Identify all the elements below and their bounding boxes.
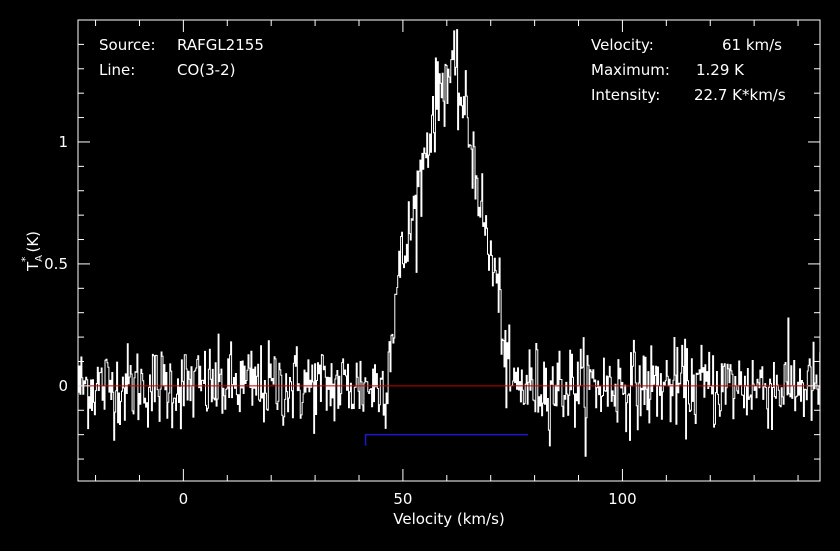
spectrum-line [78, 29, 821, 457]
y-tick-label: 0.5 [44, 255, 68, 273]
y-axis-label-sup: * [19, 256, 32, 262]
line-value: CO(3-2) [177, 61, 235, 79]
plot-frame [77, 19, 821, 482]
integration-window [364, 433, 529, 446]
x-tick-label: 100 [608, 490, 637, 508]
maximum-value: 1.29 K [696, 61, 745, 79]
y-axis-label-sub: A [34, 255, 45, 262]
x-tick-label: 50 [393, 490, 412, 508]
y-tick-label: 1 [58, 133, 68, 151]
axis-ticks: 0 50 100 0 0.5 1 [44, 20, 820, 508]
y-axis-label-unit: (K) [24, 231, 42, 253]
x-tick-label: 0 [179, 490, 189, 508]
y-tick-label: 0 [58, 377, 68, 395]
y-axis-label-main: T [24, 261, 42, 272]
intensity-value: 22.7 K*km/s [694, 86, 786, 104]
svg-text:TA*(K): TA* (K) [19, 231, 45, 272]
intensity-label: Intensity: [591, 86, 660, 104]
y-axis-label: TA* (K) [19, 231, 45, 272]
maximum-label: Maximum: [591, 61, 670, 79]
velocity-label: Velocity: [591, 36, 654, 54]
line-label: Line: [99, 61, 135, 79]
source-value: RAFGL2155 [177, 36, 264, 54]
velocity-value: 61 km/s [722, 36, 782, 54]
plot-content [78, 29, 821, 457]
x-axis-label: Velocity (km/s) [393, 510, 504, 528]
source-label: Source: [99, 36, 156, 54]
